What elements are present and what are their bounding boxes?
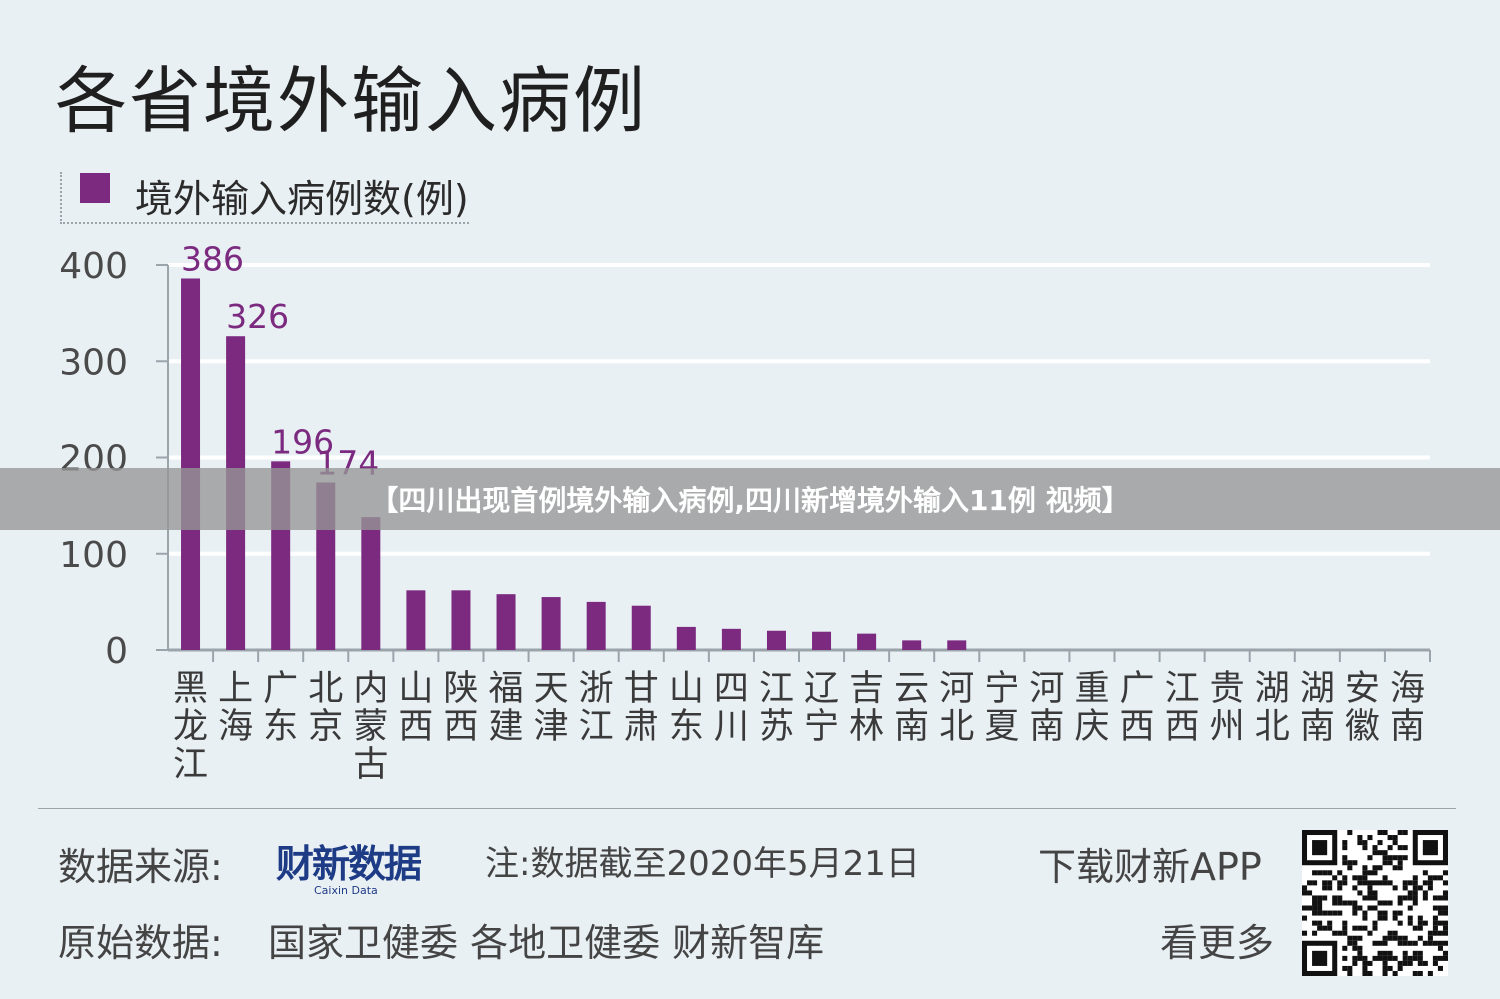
x-tick-label: 四川 bbox=[714, 669, 749, 747]
x-tick-label: 河南 bbox=[1029, 669, 1064, 747]
qr-code-icon[interactable] bbox=[1302, 830, 1448, 976]
bar bbox=[721, 628, 741, 650]
bar bbox=[451, 590, 471, 650]
raw-data-label: 原始数据: bbox=[58, 921, 223, 965]
bar bbox=[361, 517, 381, 650]
logo-text-en: Caixin Data bbox=[314, 884, 378, 897]
x-tick-label: 广西 bbox=[1120, 669, 1155, 747]
x-tick-label: 江苏 bbox=[759, 669, 794, 747]
bar bbox=[586, 601, 606, 650]
chart-title: 各省境外输入病例 bbox=[55, 59, 648, 143]
x-tick-label: 山东 bbox=[669, 669, 704, 747]
see-more-text: 看更多 bbox=[1160, 921, 1275, 965]
x-tick-label: 辽宁 bbox=[804, 669, 839, 747]
bar bbox=[857, 633, 877, 650]
banner-text: 【四川出现首例境外输入病例,四川新增境外输入11例 视频】 bbox=[370, 484, 1130, 517]
source-label: 数据来源: bbox=[58, 845, 223, 889]
bar bbox=[406, 590, 426, 650]
x-tick-label: 云南 bbox=[894, 669, 929, 747]
bar bbox=[541, 597, 561, 650]
x-tick-label: 浙江 bbox=[579, 669, 614, 747]
bar bbox=[496, 594, 516, 650]
x-tick-label: 山西 bbox=[398, 669, 433, 747]
x-tick-label: 海南 bbox=[1390, 669, 1425, 747]
legend-swatch bbox=[80, 173, 110, 203]
x-tick-label: 贵州 bbox=[1210, 669, 1245, 747]
download-app-text: 下载财新APP bbox=[1038, 845, 1262, 889]
x-tick-label: 福建 bbox=[489, 669, 524, 747]
footer-divider bbox=[38, 808, 1456, 809]
y-tick-label: 400 bbox=[59, 246, 128, 287]
x-tick-label: 黑龙江 bbox=[173, 669, 208, 785]
y-tick-label: 0 bbox=[105, 631, 128, 672]
bar bbox=[947, 640, 967, 650]
x-tick-label: 湖北 bbox=[1255, 669, 1290, 747]
x-tick-label: 陕西 bbox=[443, 669, 478, 747]
bar bbox=[676, 626, 696, 650]
raw-data-sources: 国家卫健委 各地卫健委 财新智库 bbox=[268, 921, 825, 965]
legend-label: 境外输入病例数(例) bbox=[135, 176, 469, 221]
y-tick-label: 300 bbox=[59, 342, 128, 383]
x-tick-label: 吉林 bbox=[849, 669, 884, 747]
date-note: 注:数据截至2020年5月21日 bbox=[485, 844, 920, 884]
legend: 境外输入病例数(例) bbox=[60, 172, 469, 224]
logo-text-cn: 财新数据 bbox=[276, 842, 422, 886]
data-label: 196 bbox=[271, 422, 334, 461]
x-tick-label: 甘肃 bbox=[624, 669, 659, 747]
x-tick-label: 北京 bbox=[308, 669, 343, 747]
x-tick-label: 河北 bbox=[939, 669, 974, 747]
bar bbox=[812, 631, 832, 650]
bar bbox=[902, 640, 922, 650]
data-label: 386 bbox=[181, 239, 244, 278]
y-tick-label: 100 bbox=[59, 535, 128, 576]
x-tick-label: 天津 bbox=[534, 669, 569, 747]
data-label: 326 bbox=[226, 297, 289, 336]
bar bbox=[631, 605, 651, 650]
x-tick-label: 广东 bbox=[263, 669, 298, 747]
news-banner: 【四川出现首例境外输入病例,四川新增境外输入11例 视频】 bbox=[0, 468, 1500, 530]
x-tick-label: 重庆 bbox=[1074, 669, 1109, 747]
x-tick-label: 湖南 bbox=[1300, 669, 1335, 747]
x-tick-label: 安徽 bbox=[1345, 669, 1380, 747]
x-tick-label: 内蒙古 bbox=[353, 669, 388, 785]
caixin-logo: 财新数据 Caixin Data bbox=[276, 833, 422, 897]
x-tick-label: 宁夏 bbox=[984, 669, 1019, 747]
x-tick-label: 江西 bbox=[1165, 669, 1200, 747]
bar bbox=[766, 630, 786, 650]
bar bbox=[181, 278, 201, 650]
x-tick-label: 上海 bbox=[218, 669, 253, 747]
